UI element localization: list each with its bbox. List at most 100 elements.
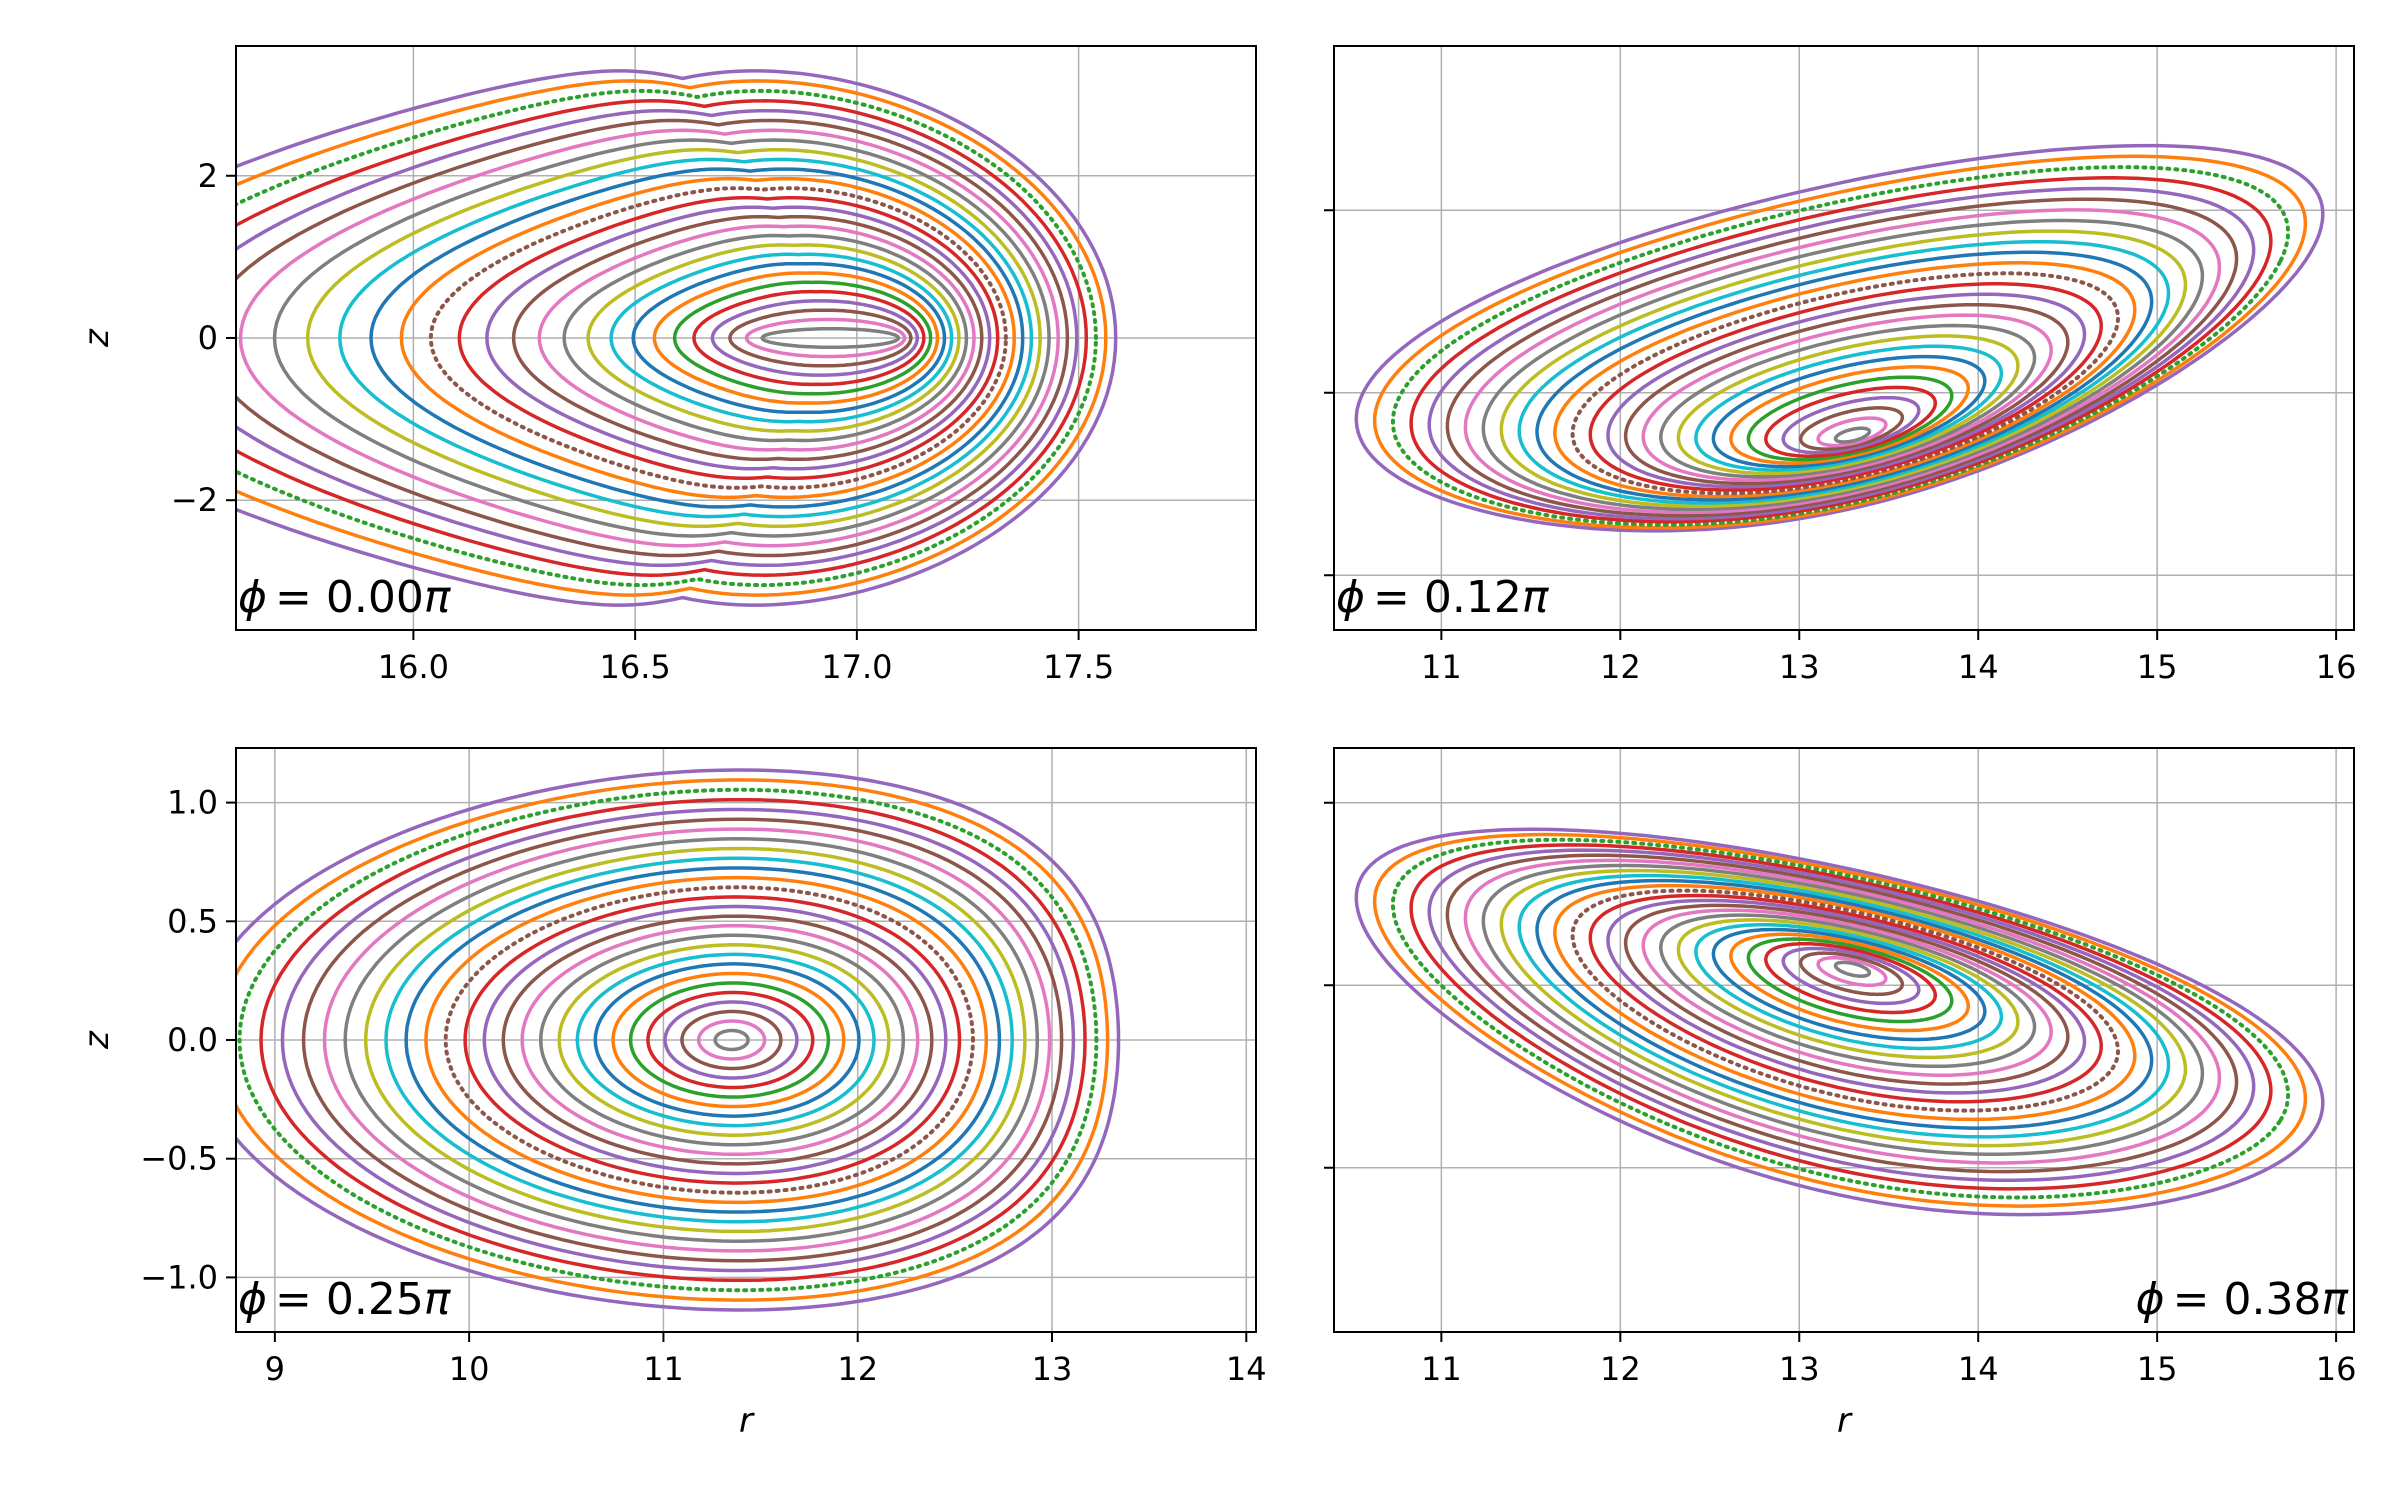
x-tick-label: 12	[1600, 648, 1641, 686]
x-ticks: 9 10 11 12 13 14	[265, 1332, 1267, 1388]
flux-surface	[1390, 165, 2291, 527]
flux-surface	[1499, 229, 2188, 508]
flux-surface	[457, 195, 1000, 481]
flux-surface	[1623, 903, 2070, 1086]
grid-lines	[236, 748, 1256, 1332]
flux-surface	[280, 807, 1076, 1273]
flux-surface	[1816, 956, 1888, 988]
flux-surface	[485, 205, 992, 471]
phase-label: ϕ = 0.38π	[2136, 1274, 2350, 1325]
flux-surface	[1641, 908, 2053, 1077]
flux-surface	[537, 224, 976, 452]
phi-value: = 0.25	[275, 1274, 424, 1325]
flux-surface	[1833, 426, 1872, 444]
flux-surface	[1798, 406, 1905, 451]
flux-surface	[680, 1009, 783, 1071]
panel-phi-025: 9 10 11 12 13 14 −1.0 −0.5 0.0 0.5 1.0 z r ϕ = 0.2…	[77, 747, 1267, 1441]
flux-surfaces	[1354, 143, 2325, 533]
flux-surface	[1746, 375, 1954, 462]
x-tick-label: 11	[643, 1350, 684, 1388]
flux-surface	[1694, 922, 2004, 1051]
flux-surface	[428, 186, 1008, 490]
flux-surface	[1445, 197, 2239, 518]
flux-surface	[1764, 385, 1938, 458]
x-tick-label: 16	[2316, 648, 2357, 686]
flux-surface	[1816, 416, 1888, 448]
x-tick-label: 13	[1779, 648, 1820, 686]
flux-surface	[631, 261, 947, 415]
flux-surface	[1588, 893, 2103, 1104]
flux-surface	[1427, 186, 2256, 521]
flux-surface	[1833, 960, 1872, 978]
x-tick-label: 14	[1958, 1350, 1999, 1388]
x-tick-label: 13	[1779, 1350, 1820, 1388]
x-tick-label: 14	[1226, 1350, 1267, 1388]
x-tick-label: 16.5	[600, 648, 671, 686]
phase-label: ϕ = 0.25π	[238, 1274, 452, 1325]
phi-symbol: ϕ	[238, 572, 267, 623]
flux-surface	[236, 778, 1110, 1302]
flux-surface	[1781, 395, 1921, 455]
y-axis-label: z	[77, 1030, 117, 1050]
flux-surface	[713, 1028, 750, 1052]
x-tick-label: 15	[2137, 1350, 2178, 1388]
y-tick-label: −0.5	[140, 1140, 218, 1178]
x-tick-label: 15	[2137, 648, 2178, 686]
x-tick-label: 9	[265, 1350, 285, 1388]
flux-surface	[1463, 858, 2222, 1165]
flux-surface	[482, 904, 948, 1176]
x-axis-label: r	[1837, 1401, 1853, 1441]
flux-surface	[259, 797, 1087, 1283]
y-ticks: −1.0 −0.5 0.0 0.5 1.0	[140, 784, 236, 1296]
x-ticks: 11 12 13 14 15 16	[1421, 1332, 2356, 1388]
x-tick-label: 10	[449, 1350, 490, 1388]
y-ticks: −2 0 2	[171, 157, 236, 519]
flux-surface	[1517, 873, 2171, 1139]
phase-label: ϕ = 0.00π	[238, 572, 452, 623]
flux-surface	[399, 176, 1016, 500]
x-tick-label: 16.0	[378, 648, 449, 686]
x-ticks: 11 12 13 14 15 16	[1421, 630, 2356, 686]
flux-surface	[238, 128, 1060, 548]
flux-surface	[539, 933, 906, 1147]
x-ticks: 16.0 16.5 17.0 17.5	[378, 630, 1114, 686]
pi-symbol: π	[424, 1274, 452, 1325]
flux-surface	[1445, 853, 2239, 1174]
flux-surface	[575, 952, 876, 1128]
flux-surface	[652, 271, 940, 405]
flux-surface	[236, 69, 1118, 607]
flux-surfaces	[1354, 827, 2325, 1217]
flux-surface	[424, 875, 989, 1205]
flux-surface	[1409, 176, 2273, 524]
y-tick-label: 1.0	[167, 784, 218, 822]
flux-surface	[237, 787, 1099, 1293]
flux-surface	[1764, 942, 1938, 1015]
x-tick-label: 17.5	[1043, 648, 1114, 686]
axes-frame	[1333, 45, 2355, 631]
flux-surface	[1499, 868, 2188, 1148]
flux-surface	[1553, 261, 2137, 499]
flux-surface	[236, 88, 1099, 588]
flux-surface	[301, 817, 1064, 1263]
flux-surface	[369, 167, 1025, 509]
flux-surface	[593, 962, 861, 1118]
flux-surface	[1427, 848, 2256, 1183]
flux-surface	[692, 289, 926, 387]
flux-surface	[557, 943, 891, 1137]
flux-surface	[322, 827, 1052, 1253]
y-tick-label: 0.5	[167, 902, 218, 940]
pi-symbol: π	[2322, 1274, 2350, 1325]
flux-surface	[710, 299, 920, 377]
flux-surface	[1372, 154, 2308, 530]
phi-symbol: ϕ	[2136, 1274, 2165, 1325]
flux-surface	[272, 138, 1051, 538]
flux-surface	[1463, 208, 2222, 515]
x-tick-label: 12	[1600, 1350, 1641, 1388]
y-ticks	[1324, 801, 1334, 1169]
flux-surface	[1517, 239, 2171, 505]
flux-surface	[463, 895, 962, 1185]
flux-surface	[236, 108, 1079, 568]
flux-surface	[628, 981, 831, 1099]
flux-surface	[1354, 143, 2325, 533]
flux-surface	[236, 118, 1070, 558]
